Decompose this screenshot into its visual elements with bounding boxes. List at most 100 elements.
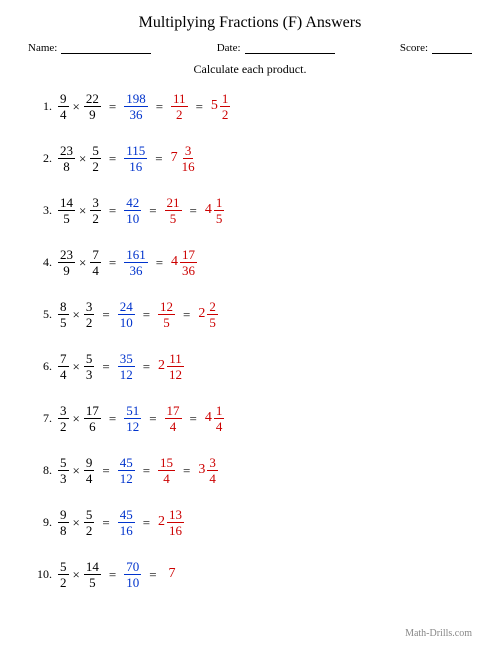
name-field: Name: [28,42,151,54]
problem-number: 8. [36,464,58,476]
denominator: 3 [58,471,69,485]
equals-sign: = [101,152,124,165]
equals-sign: = [188,100,211,113]
fraction: 238 [58,144,75,173]
date-label: Date: [217,42,241,54]
footer-text: Math-Drills.com [405,628,472,639]
denominator: 5 [61,211,72,225]
fraction: 74 [58,352,69,381]
denominator: 2 [174,107,185,121]
mixed-number: 414 [205,404,225,433]
numerator: 1 [214,196,225,211]
fraction: 3512 [118,352,135,381]
numerator: 51 [124,404,141,419]
fraction: 34 [207,456,218,485]
equals-sign: = [94,308,117,321]
mixed-number: 512 [211,92,231,121]
denominator: 16 [127,159,144,173]
problem-number: 2. [36,152,58,164]
denominator: 4 [214,419,225,433]
numerator: 7 [90,248,101,263]
problem-number: 10. [36,568,58,580]
numerator: 15 [158,456,175,471]
whole-part: 4 [171,255,178,269]
equals-sign: = [135,308,158,321]
numerator: 3 [207,456,218,471]
equals-sign: = [94,360,117,373]
equals-sign: = [141,204,164,217]
equals-sign: = [148,256,171,269]
denominator: 10 [124,575,141,589]
numerator: 17 [165,404,182,419]
times-sign: × [75,204,90,217]
problem-row: 2.238×52=11516=7316 [36,141,472,175]
header-fields: Name: Date: Score: [28,42,472,54]
numerator: 5 [84,352,95,367]
numerator: 5 [58,560,69,575]
fraction: 1316 [167,508,184,537]
fraction: 229 [84,92,101,121]
mixed-number: 41736 [171,248,197,277]
fraction: 94 [84,456,95,485]
equals-sign: = [101,256,124,269]
fraction: 145 [84,560,101,589]
numerator: 13 [167,508,184,523]
fraction: 239 [58,248,75,277]
equals-sign: = [101,100,124,113]
fraction: 53 [84,352,95,381]
whole-part: 3 [198,463,205,477]
denominator: 8 [61,159,72,173]
numerator: 14 [58,196,75,211]
numerator: 1 [214,404,225,419]
whole-part: 2 [158,359,165,373]
numerator: 11 [167,352,184,367]
equals-sign: = [101,412,124,425]
denominator: 16 [167,523,184,537]
times-sign: × [69,100,84,113]
numerator: 23 [58,248,75,263]
problem-number: 4. [36,256,58,268]
fraction: 7010 [124,560,141,589]
equals-sign: = [101,568,124,581]
equals-sign: = [94,516,117,529]
denominator: 2 [90,211,101,225]
problem-number: 3. [36,204,58,216]
mixed-number: 415 [205,196,225,225]
numerator: 70 [124,560,141,575]
fraction: 316 [180,144,197,173]
denominator: 36 [127,107,144,121]
equals-sign: = [135,464,158,477]
denominator: 4 [58,107,69,121]
equals-sign: = [175,464,198,477]
whole-part: 7 [171,151,178,165]
numerator: 1 [220,92,231,107]
date-line [245,53,335,54]
fraction: 52 [90,144,101,173]
times-sign: × [69,568,84,581]
denominator: 4 [168,419,179,433]
problem-number: 5. [36,308,58,320]
problem-row: 6.74×53=3512=21112 [36,349,472,383]
whole-part: 4 [205,411,212,425]
score-label: Score: [400,42,428,54]
numerator: 45 [118,508,135,523]
whole-part: 2 [158,515,165,529]
denominator: 2 [90,159,101,173]
fraction: 174 [165,404,182,433]
denominator: 12 [124,419,141,433]
equals-sign: = [101,204,124,217]
fraction: 5112 [124,404,141,433]
denominator: 36 [127,263,144,277]
mixed-number: 225 [198,300,218,329]
equals-sign: = [182,412,205,425]
denominator: 9 [61,263,72,277]
name-label: Name: [28,42,57,54]
equals-sign: = [135,360,158,373]
equals-sign: = [147,152,170,165]
times-sign: × [69,308,84,321]
numerator: 3 [183,144,194,159]
problem-row: 7.32×176=5112=174=414 [36,401,472,435]
problem-row: 8.53×94=4512=154=334 [36,453,472,487]
times-sign: × [69,516,84,529]
numerator: 161 [124,248,148,263]
